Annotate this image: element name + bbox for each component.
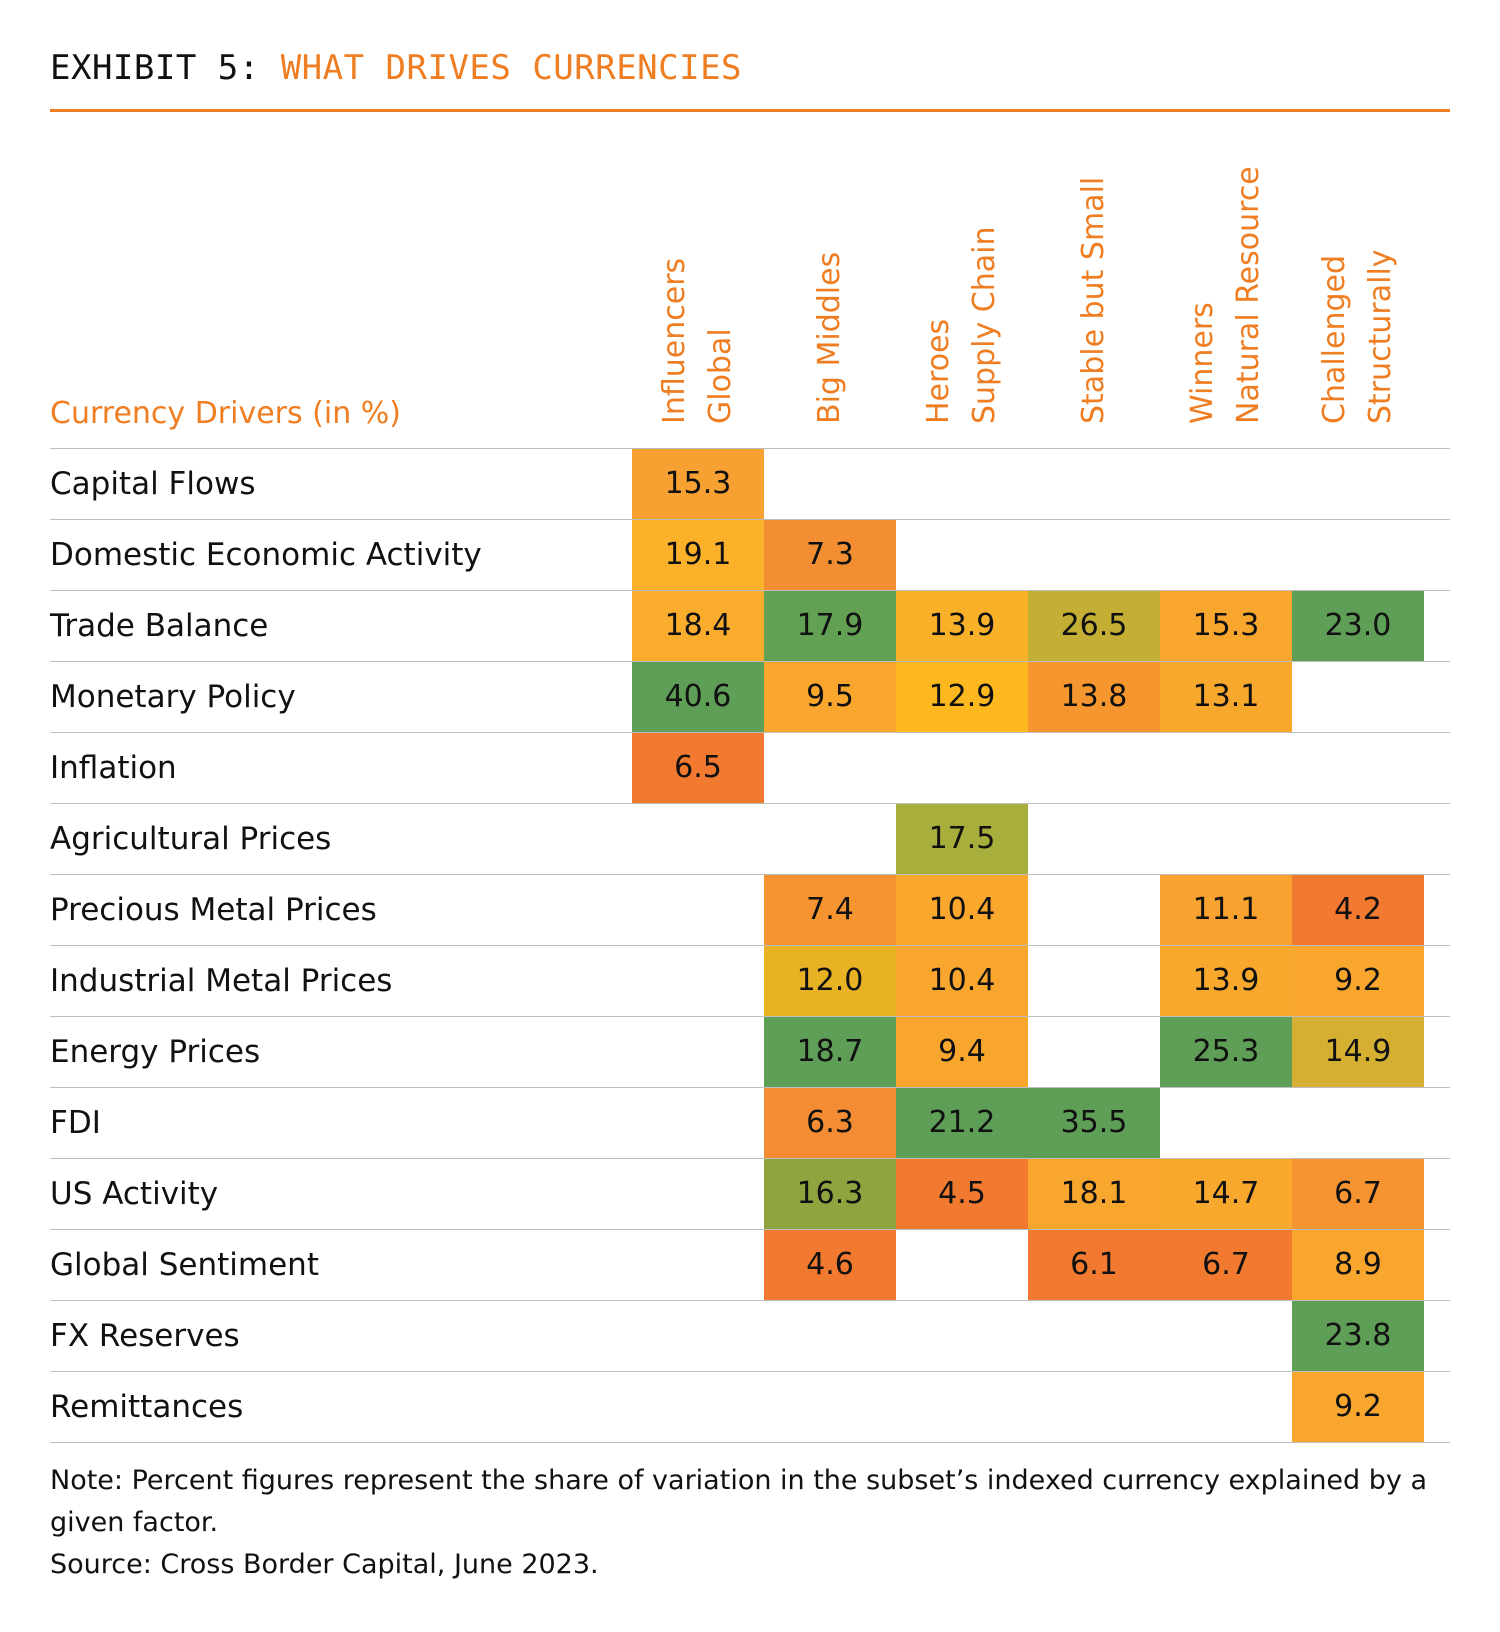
heatmap-cell: 9.5 bbox=[764, 662, 896, 732]
row-label: Precious Metal Prices bbox=[50, 892, 377, 928]
row-label: Energy Prices bbox=[50, 1034, 261, 1070]
heatmap-cell: 6.1 bbox=[1028, 1230, 1160, 1300]
table-row: Precious Metal Prices 7.4 10.4 11.1 4.2 bbox=[50, 874, 1450, 945]
table-row: FDI 6.3 21.2 35.5 bbox=[50, 1087, 1450, 1158]
heatmap-cell: 15.3 bbox=[632, 449, 764, 519]
heatmap-cell: 23.8 bbox=[1292, 1301, 1424, 1371]
heatmap-cell: 21.2 bbox=[896, 1088, 1028, 1158]
heatmap-cell: 26.5 bbox=[1028, 591, 1160, 661]
row-label: Domestic Economic Activity bbox=[50, 537, 482, 573]
table-row: Inflation 6.5 bbox=[50, 732, 1450, 803]
heatmap-cell: 8.9 bbox=[1292, 1230, 1424, 1300]
row-label: Global Sentiment bbox=[50, 1247, 319, 1283]
heatmap-cell: 35.5 bbox=[1028, 1088, 1160, 1158]
heatmap-cell: 13.9 bbox=[1160, 946, 1292, 1016]
table-row: Monetary Policy 40.6 9.5 12.9 13.8 13.1 bbox=[50, 661, 1450, 732]
table-row: Industrial Metal Prices 12.0 10.4 13.9 9.2 bbox=[50, 945, 1450, 1016]
heatmap-cell: 6.3 bbox=[764, 1088, 896, 1158]
title-lead: EXHIBIT 5: bbox=[50, 48, 260, 88]
table-row: Agricultural Prices 17.5 bbox=[50, 803, 1450, 874]
heatmap-grid: Capital Flows 15.3 Domestic Economic Activ… bbox=[50, 448, 1450, 1443]
heatmap-cell: 10.4 bbox=[896, 875, 1028, 945]
row-label: FX Reserves bbox=[50, 1318, 240, 1354]
heatmap-cell: 11.1 bbox=[1160, 875, 1292, 945]
heatmap-cell: 16.3 bbox=[764, 1159, 896, 1229]
heatmap-cell: 18.4 bbox=[632, 591, 764, 661]
column-header-line: Winners bbox=[1185, 302, 1220, 424]
heatmap-cell: 14.9 bbox=[1292, 1017, 1424, 1087]
heatmap-cell: 40.6 bbox=[632, 662, 764, 732]
heatmap-cell: 13.8 bbox=[1028, 662, 1160, 732]
table-row: FX Reserves 23.8 bbox=[50, 1300, 1450, 1371]
heatmap-cell: 4.6 bbox=[764, 1230, 896, 1300]
column-header-line: Supply Chain bbox=[967, 226, 1002, 424]
column-header-line: Structurally bbox=[1363, 249, 1398, 424]
row-label: Industrial Metal Prices bbox=[50, 963, 393, 999]
title-accent: WHAT DRIVES CURRENCIES bbox=[280, 48, 743, 88]
heatmap-cell: 9.2 bbox=[1292, 946, 1424, 1016]
heatmap-cell: 4.2 bbox=[1292, 875, 1424, 945]
heatmap-cell: 9.4 bbox=[896, 1017, 1028, 1087]
row-label: Trade Balance bbox=[50, 608, 269, 644]
heatmap-cell: 12.0 bbox=[764, 946, 896, 1016]
row-label: Agricultural Prices bbox=[50, 821, 332, 857]
heatmap-cell: 12.9 bbox=[896, 662, 1028, 732]
heatmap-cell: 10.4 bbox=[896, 946, 1028, 1016]
column-header-line: Stable but Small bbox=[1076, 176, 1111, 424]
heatmap-cell: 17.5 bbox=[896, 804, 1028, 874]
table-row: Energy Prices 18.7 9.4 25.3 14.9 bbox=[50, 1016, 1450, 1087]
heatmap-cell: 17.9 bbox=[764, 591, 896, 661]
heatmap-cell: 6.7 bbox=[1292, 1159, 1424, 1229]
column-header-line: Big Middles bbox=[812, 251, 847, 424]
source-text: Source: Cross Border Capital, June 2023. bbox=[50, 1549, 599, 1580]
heatmap-cell: 9.2 bbox=[1292, 1372, 1424, 1442]
heatmap-cell: 13.1 bbox=[1160, 662, 1292, 732]
row-label: Remittances bbox=[50, 1389, 244, 1425]
heatmap-cell: 19.1 bbox=[632, 520, 764, 590]
table-row: US Activity 16.3 4.5 18.1 14.7 6.7 bbox=[50, 1158, 1450, 1229]
heatmap-cell: 13.9 bbox=[896, 591, 1028, 661]
note-text: Note: Percent figures represent the shar… bbox=[50, 1465, 1428, 1538]
heatmap-cell: 4.5 bbox=[896, 1159, 1028, 1229]
row-label: Inflation bbox=[50, 750, 177, 786]
title-rule bbox=[50, 109, 1450, 112]
table-row: Trade Balance 18.4 17.9 13.9 26.5 15.3 23.0 bbox=[50, 590, 1450, 661]
heatmap-cell: 18.1 bbox=[1028, 1159, 1160, 1229]
row-label: US Activity bbox=[50, 1176, 219, 1212]
column-header-line: Global bbox=[703, 328, 738, 424]
heatmap-cell: 7.3 bbox=[764, 520, 896, 590]
heatmap-cell: 14.7 bbox=[1160, 1159, 1292, 1229]
row-label: Capital Flows bbox=[50, 466, 256, 502]
heatmap-cell: 15.3 bbox=[1160, 591, 1292, 661]
chart-title: EXHIBIT 5: WHAT DRIVES CURRENCIES bbox=[50, 48, 742, 88]
column-header-line: Influencers bbox=[657, 257, 692, 424]
table-row: Capital Flows 15.3 bbox=[50, 448, 1450, 519]
heatmap-cell: 18.7 bbox=[764, 1017, 896, 1087]
row-label: Monetary Policy bbox=[50, 679, 296, 715]
heatmap-cell: 6.5 bbox=[632, 733, 764, 803]
column-header-line: Heroes bbox=[921, 318, 956, 424]
table-row: Domestic Economic Activity 19.1 7.3 bbox=[50, 519, 1450, 590]
table-row: Remittances 9.2 bbox=[50, 1371, 1450, 1443]
row-header-label: Currency Drivers (in %) bbox=[50, 396, 401, 431]
table-row: Global Sentiment 4.6 6.1 6.7 8.9 bbox=[50, 1229, 1450, 1300]
heatmap-cell: 7.4 bbox=[764, 875, 896, 945]
heatmap-cell: 6.7 bbox=[1160, 1230, 1292, 1300]
column-header-line: Challenged bbox=[1317, 254, 1352, 424]
column-header-line: Natural Resource bbox=[1231, 166, 1266, 424]
footnote: Note: Percent figures represent the shar… bbox=[50, 1460, 1460, 1586]
heatmap-cell: 23.0 bbox=[1292, 591, 1424, 661]
heatmap-cell: 25.3 bbox=[1160, 1017, 1292, 1087]
row-label: FDI bbox=[50, 1105, 101, 1141]
